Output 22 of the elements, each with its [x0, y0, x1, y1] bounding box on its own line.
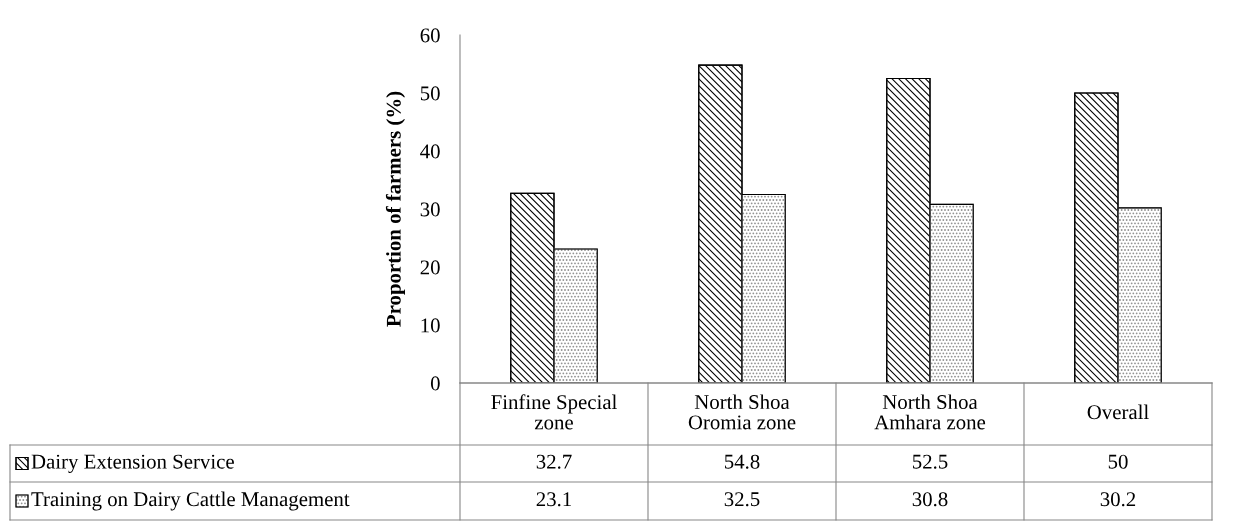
y-tick-label: 30: [420, 202, 440, 217]
data-label: 32.7: [536, 454, 572, 469]
x-tick-label: North Shoa Oromia zone: [688, 394, 796, 430]
y-tick-label: 10: [421, 318, 440, 333]
data-label: 50: [1108, 454, 1128, 469]
x-tick-label: North Shoa Amhara zone: [874, 394, 986, 430]
data-label: 52.5: [912, 454, 948, 469]
data-label: 30.8: [912, 492, 948, 507]
y-tick-label: 50: [420, 86, 440, 101]
legend-label: Dairy Extension Service: [31, 454, 234, 473]
data-label: 23.1: [536, 492, 571, 507]
y-tick-label: 0: [430, 376, 440, 391]
y-tick-label: 60: [420, 28, 440, 43]
data-label: 32.5: [724, 492, 760, 507]
x-tick-label: Overall: [1087, 404, 1149, 420]
x-tick-label: Finfine Special zone: [491, 394, 617, 430]
y-axis-title: Proportion of farmers (%): [385, 91, 405, 327]
data-label: 54.8: [724, 454, 760, 469]
data-label: 30.2: [1100, 492, 1136, 507]
y-tick-label: 40: [420, 144, 440, 159]
y-tick-label: 20: [420, 260, 440, 275]
legend-label: Training on Dairy Cattle Management: [31, 491, 350, 511]
